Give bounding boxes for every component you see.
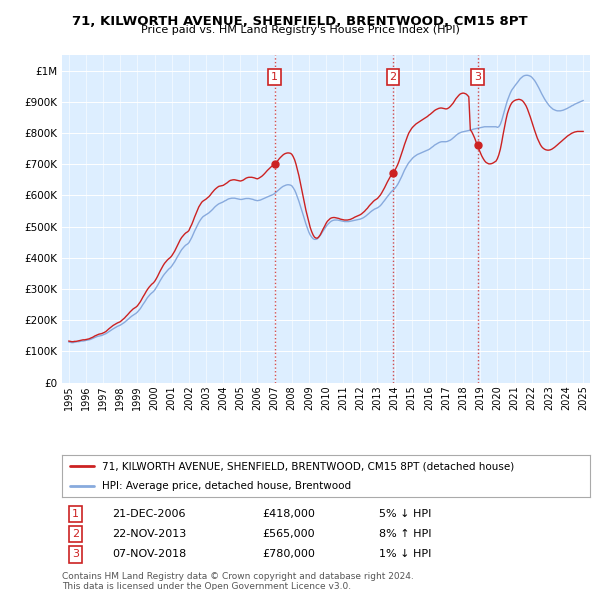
- Text: Price paid vs. HM Land Registry's House Price Index (HPI): Price paid vs. HM Land Registry's House …: [140, 25, 460, 35]
- Text: 3: 3: [474, 72, 481, 82]
- Text: 71, KILWORTH AVENUE, SHENFIELD, BRENTWOOD, CM15 8PT: 71, KILWORTH AVENUE, SHENFIELD, BRENTWOO…: [72, 15, 528, 28]
- Text: 2: 2: [71, 529, 79, 539]
- Text: £565,000: £565,000: [263, 529, 315, 539]
- Text: 21-DEC-2006: 21-DEC-2006: [112, 509, 185, 519]
- Text: 1: 1: [271, 72, 278, 82]
- Text: 5% ↓ HPI: 5% ↓ HPI: [379, 509, 431, 519]
- Text: 07-NOV-2018: 07-NOV-2018: [112, 549, 187, 559]
- Text: 22-NOV-2013: 22-NOV-2013: [112, 529, 187, 539]
- Text: 8% ↑ HPI: 8% ↑ HPI: [379, 529, 431, 539]
- Text: HPI: Average price, detached house, Brentwood: HPI: Average price, detached house, Bren…: [101, 481, 351, 491]
- Text: 3: 3: [72, 549, 79, 559]
- Text: 1% ↓ HPI: 1% ↓ HPI: [379, 549, 431, 559]
- Text: £780,000: £780,000: [263, 549, 316, 559]
- Text: 2: 2: [389, 72, 397, 82]
- Text: 71, KILWORTH AVENUE, SHENFIELD, BRENTWOOD, CM15 8PT (detached house): 71, KILWORTH AVENUE, SHENFIELD, BRENTWOO…: [101, 461, 514, 471]
- Text: £418,000: £418,000: [263, 509, 316, 519]
- Text: Contains HM Land Registry data © Crown copyright and database right 2024.
This d: Contains HM Land Registry data © Crown c…: [62, 572, 414, 590]
- Text: 1: 1: [72, 509, 79, 519]
